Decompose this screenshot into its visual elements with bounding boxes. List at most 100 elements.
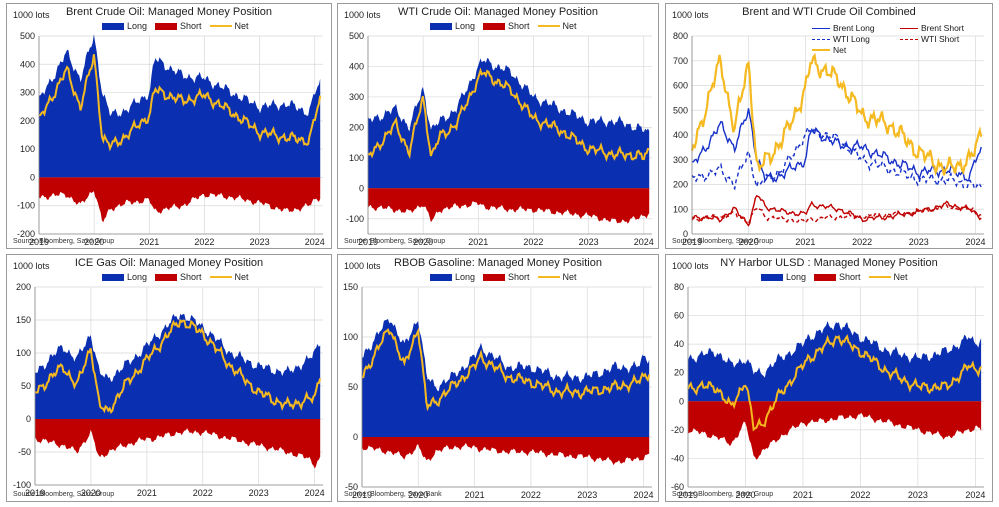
x-tick-label: 2020 xyxy=(413,237,433,247)
x-tick-label: 2023 xyxy=(249,488,269,498)
x-tick-label: 2020 xyxy=(739,237,759,247)
y-tick-label: -100 xyxy=(17,201,35,211)
legend-net-swatch xyxy=(537,276,560,278)
plot-area xyxy=(690,35,984,235)
x-tick-label: 2021 xyxy=(468,237,488,247)
y-tick-label: 0 xyxy=(683,229,688,239)
series-net-line xyxy=(687,334,983,432)
legend-wti-short: WTI Short xyxy=(900,34,984,44)
panel-rbob: -50 0 50 100 150 2019 2020 2021 2022 2023 2024 RBO… xyxy=(337,254,659,502)
legend-net: Net xyxy=(209,21,249,31)
legend-short: Short xyxy=(155,21,202,31)
panel-brent: -200 -100 0 100 200 300 400 500 2019 2020 2021 2022… xyxy=(6,3,332,249)
legend-wti-long: WTI Long xyxy=(812,34,896,44)
x-tick-label: 2019 xyxy=(25,488,45,498)
series-net-line xyxy=(361,327,651,412)
y-tick-label: 300 xyxy=(20,88,35,98)
ulsd-plot: -60 -40 -20 0 20 40 60 80 2019 2020 2021 2022 2023 20… xyxy=(671,282,985,500)
legend-short: Short xyxy=(814,272,861,282)
y-tick-label: -20 xyxy=(671,425,684,435)
series-short-area xyxy=(688,401,982,460)
source-note: Source: Bloomberg, Saxo Group xyxy=(672,491,774,498)
unit-label: 1000 lots xyxy=(672,261,709,271)
series-long-area xyxy=(35,313,321,419)
unit-label: 1000 lots xyxy=(344,10,381,20)
legend-short-swatch xyxy=(814,273,837,281)
y-tick-label: 800 xyxy=(673,31,688,41)
gasoil-plot: -100 -50 0 50 100 150 200 2019 2020 2021 2022 2023 2… xyxy=(13,282,325,498)
legend: Long Short Net xyxy=(102,21,249,31)
x-tick-label: 2022 xyxy=(850,490,870,500)
legend-net-swatch xyxy=(537,25,560,27)
y-tick-label: -50 xyxy=(345,482,358,492)
legend-net: Net xyxy=(868,272,908,282)
series-net-line xyxy=(34,318,322,415)
series-short-area xyxy=(35,419,321,469)
plot-area xyxy=(38,34,323,235)
legend-short: Short xyxy=(155,272,202,282)
legend-short: Short xyxy=(483,21,530,31)
x-tick-label: 2022 xyxy=(521,490,541,500)
y-tick-label: 0 xyxy=(30,172,35,182)
series-net-line xyxy=(38,54,322,152)
y-tick-label: 600 xyxy=(673,81,688,91)
legend-net: Net xyxy=(537,272,577,282)
legend: Long Short Net xyxy=(430,21,577,31)
x-tick-label: 2023 xyxy=(250,237,270,247)
legend-net-swatch xyxy=(812,49,830,51)
legend-net: Net xyxy=(209,272,249,282)
legend-long: Long xyxy=(430,21,475,31)
x-tick-label: 2021 xyxy=(793,490,813,500)
y-tick-label: 100 xyxy=(16,348,31,358)
y-tick-label: 80 xyxy=(674,282,684,292)
y-tick-label: 300 xyxy=(673,155,688,165)
plot-area xyxy=(687,286,984,488)
panel-combined: 0 100 200 300 400 500 600 700 800 2019 2020 2021 202… xyxy=(665,3,993,249)
source-note: Source: Bloomberg, Saxo Group xyxy=(13,491,115,498)
y-tick-label: 200 xyxy=(349,122,364,132)
panel-gasoil: -100 -50 0 50 100 150 200 2019 2020 2021 2022 2023 2… xyxy=(6,254,332,502)
x-tick-label: 2020 xyxy=(81,488,101,498)
x-tick-label: 2022 xyxy=(523,237,543,247)
x-tick-label: 2020 xyxy=(408,490,428,500)
legend: Long Short Net xyxy=(430,272,577,282)
legend-brent-long: Brent Long xyxy=(812,23,896,33)
unit-label: 1000 lots xyxy=(13,10,50,20)
unit-label: 1000 lots xyxy=(672,10,709,20)
y-tick-label: 40 xyxy=(674,339,684,349)
y-tick-label: 700 xyxy=(673,56,688,66)
legend-long-swatch xyxy=(761,273,783,281)
x-tick-label: 2023 xyxy=(909,237,929,247)
legend-long-swatch xyxy=(102,273,124,281)
legend-net: Net xyxy=(812,45,896,55)
legend-long: Long xyxy=(102,272,147,282)
legend-short-swatch xyxy=(483,22,506,30)
y-tick-label: -100 xyxy=(13,480,31,490)
x-tick-label: 2022 xyxy=(852,237,872,247)
x-tick-label: 2019 xyxy=(682,237,702,247)
legend: Long Short Net xyxy=(761,272,908,282)
legend-short-swatch xyxy=(483,273,506,281)
source-note: Source: Bloomberg, Saxo Group xyxy=(672,238,774,245)
y-tick-label: 0 xyxy=(26,414,31,424)
x-tick-label: 2022 xyxy=(193,488,213,498)
y-tick-label: 100 xyxy=(349,153,364,163)
y-tick-label: 0 xyxy=(353,432,358,442)
y-tick-label: 100 xyxy=(673,204,688,214)
x-tick-label: 2024 xyxy=(634,490,654,500)
series-short-area xyxy=(39,177,321,223)
x-tick-label: 2024 xyxy=(634,237,654,247)
series-long-area xyxy=(39,34,321,178)
x-tick-label: 2021 xyxy=(795,237,815,247)
unit-label: 1000 lots xyxy=(344,261,381,271)
series-wti-short-line xyxy=(691,203,982,226)
y-tick-label: 500 xyxy=(20,31,35,41)
series-long-area xyxy=(688,321,982,402)
y-tick-label: 500 xyxy=(349,31,364,41)
plot-area xyxy=(34,286,323,486)
panel-title: RBOB Gasoline: Managed Money Position xyxy=(394,257,602,269)
legend-long: Long xyxy=(761,272,806,282)
series-short-area xyxy=(368,188,650,224)
x-tick-label: 2023 xyxy=(579,237,599,247)
